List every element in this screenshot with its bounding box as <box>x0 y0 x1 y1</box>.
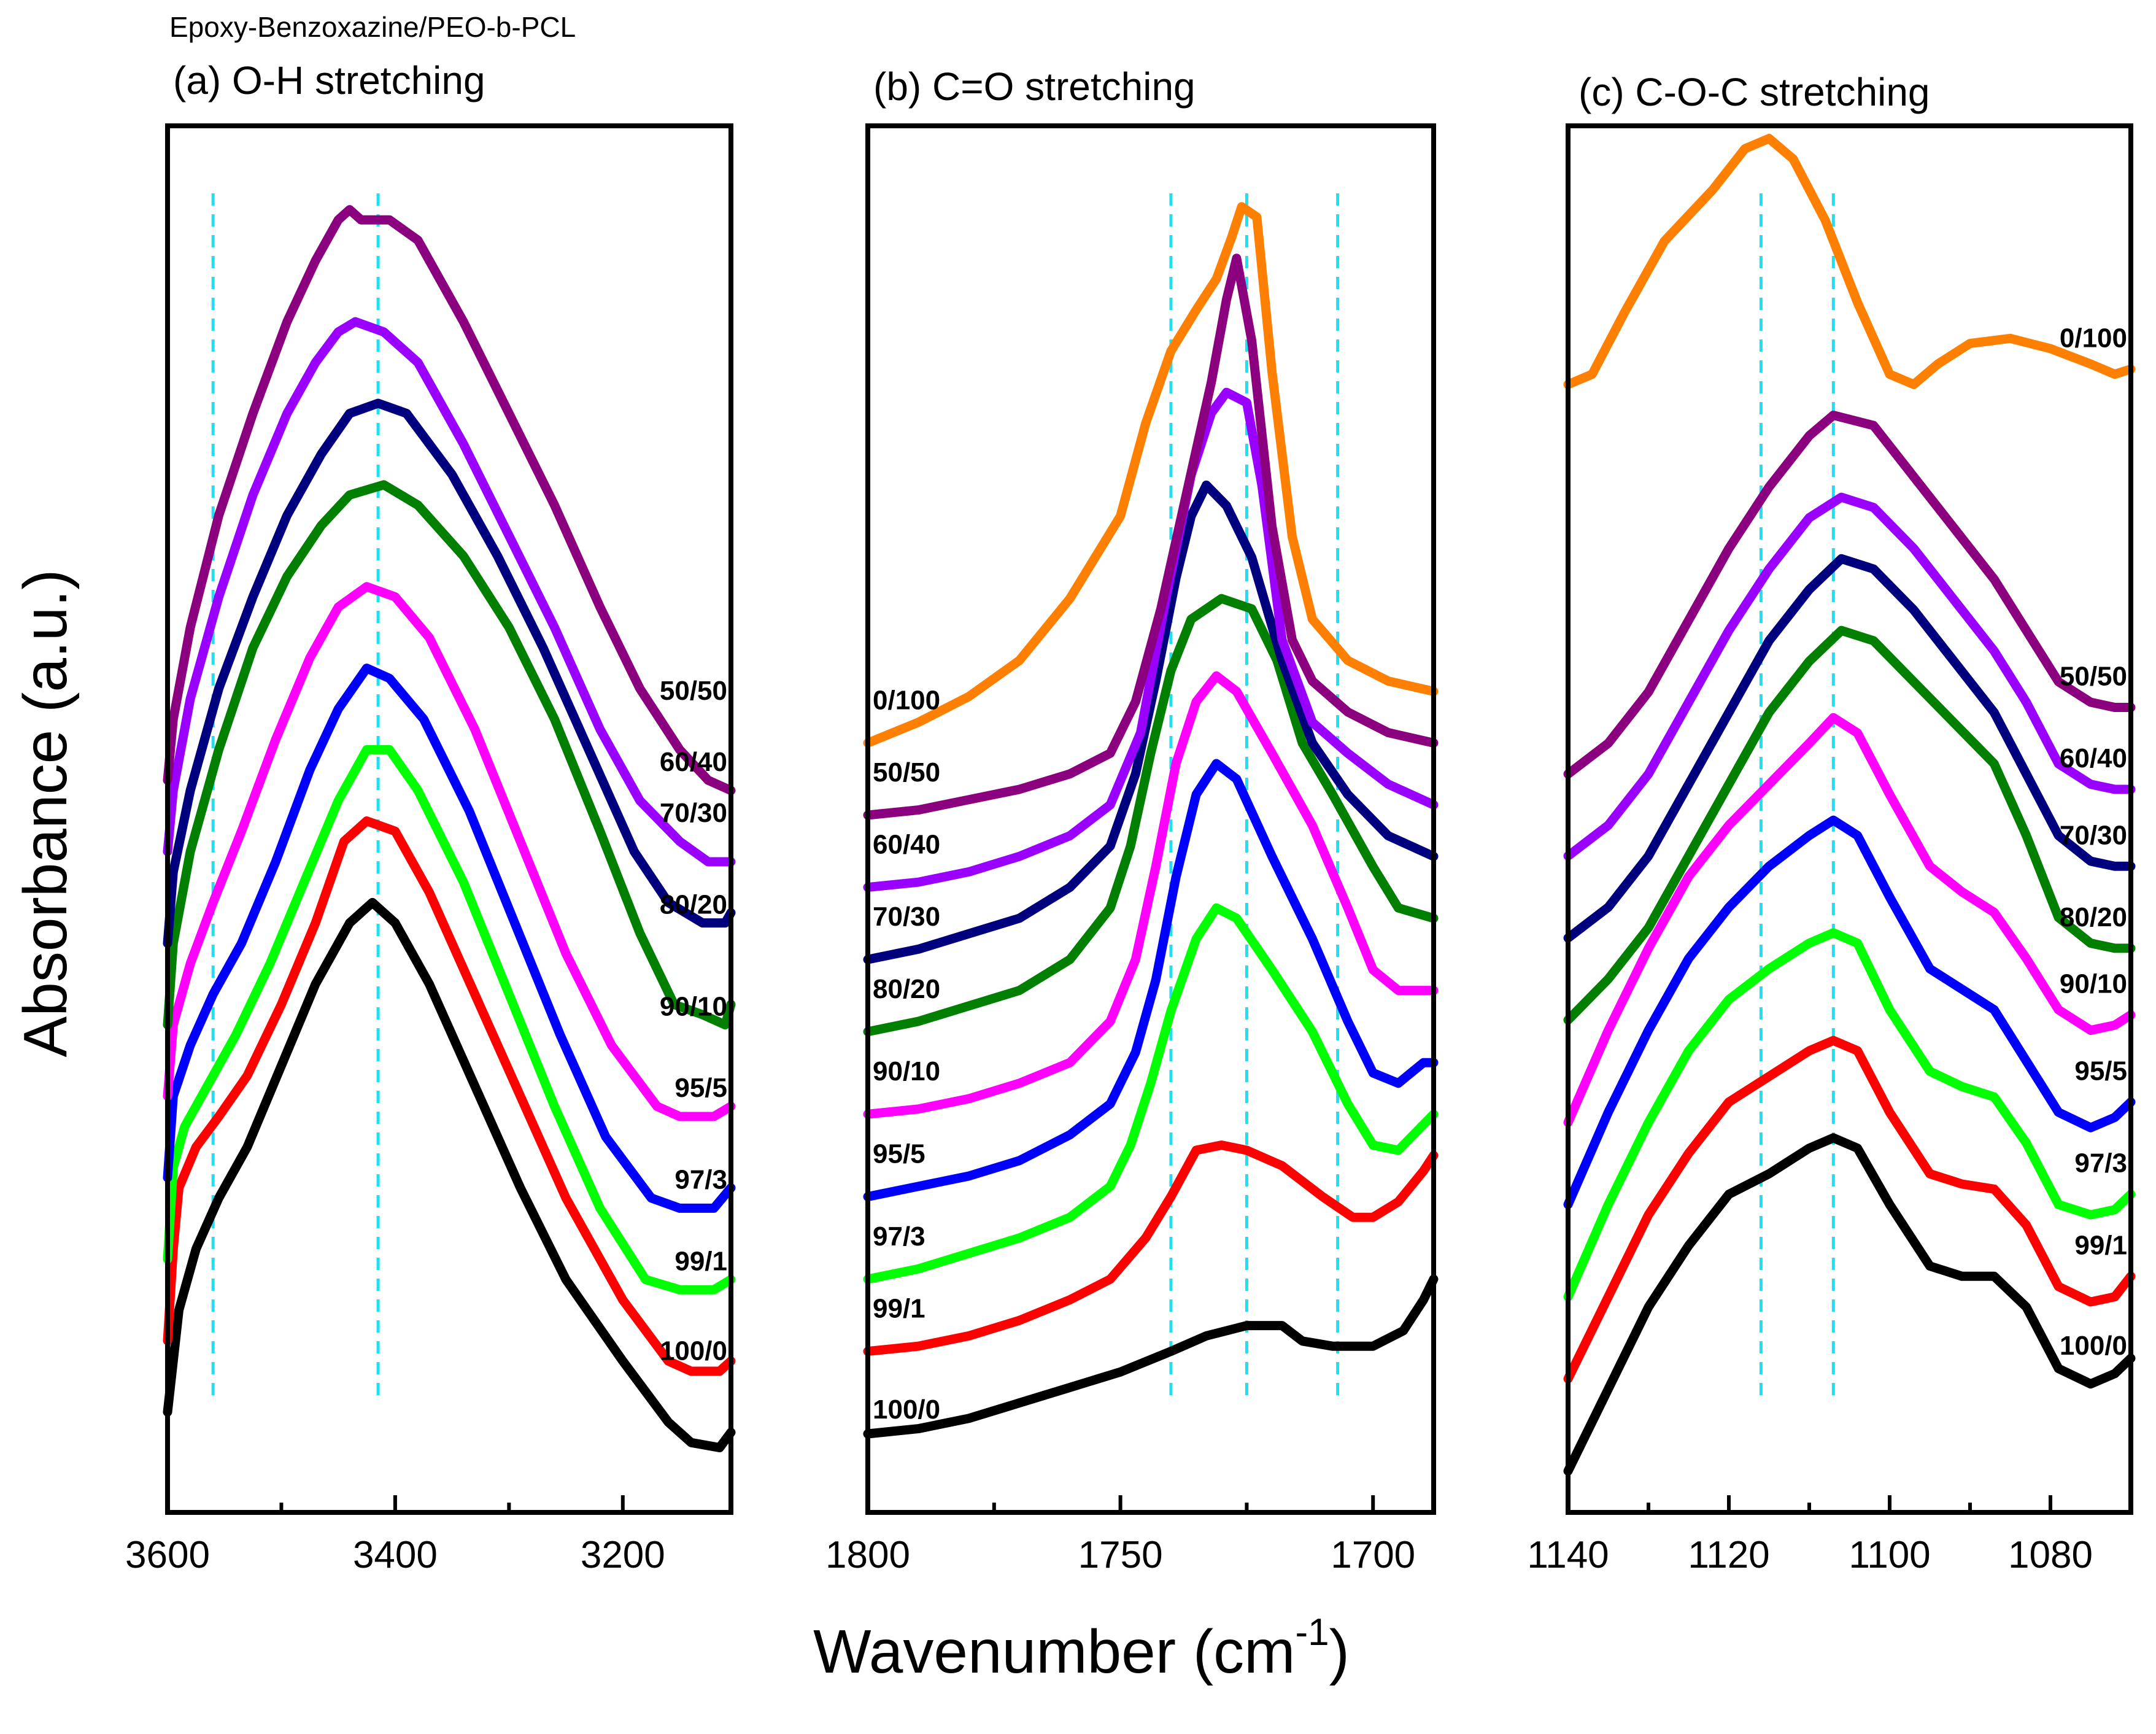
x-tick-label: 3200 <box>581 1534 665 1576</box>
series-line-80-20 <box>863 594 1439 1037</box>
series-line-90-10 <box>1563 713 2136 1128</box>
series-line-95-5 <box>163 664 736 1213</box>
series-label-100-0: 100/0 <box>660 1336 727 1366</box>
panel-c-frame <box>1566 123 2133 1515</box>
x-tick-label: 1140 <box>1527 1534 1609 1576</box>
panel-b-series-labels: 100/0 99/1 97/3 95/5 90/10 80/20 70/30 60/40 50/… <box>873 685 940 1425</box>
series-line-95-5 <box>863 759 1439 1202</box>
series-label-60-40: 60/40 <box>2060 743 2127 773</box>
panel-a: (a) O-H stretching 100/0 99/1 97/3 95/5 90/1… <box>125 58 736 1576</box>
series-label-99-1: 99/1 <box>2074 1230 2127 1260</box>
series-line-0-100 <box>863 202 1439 748</box>
series-line-99-1 <box>1563 1035 2136 1384</box>
series-line-0-100 <box>1563 134 2136 389</box>
x-axis-title-main: Wavenumber (cm <box>813 1617 1295 1686</box>
x-axis-title-superscript: -1 <box>1295 1611 1329 1654</box>
panel-c: (c) C-O-C stretching 100/0 99/1 97/3 95/5 90… <box>1527 70 2136 1576</box>
series-label-100-0: 100/0 <box>873 1395 940 1425</box>
series-line-80-20 <box>163 480 736 1030</box>
x-axis-title: Wavenumber (cm-1) <box>813 1611 1350 1686</box>
series-label-80-20: 80/20 <box>873 974 940 1004</box>
series-label-90-10: 90/10 <box>873 1056 940 1086</box>
series-label-70-30: 70/30 <box>873 902 940 932</box>
series-label-99-1: 99/1 <box>674 1246 727 1276</box>
series-line-50-50 <box>163 205 736 795</box>
series-line-100-0 <box>1563 1133 2136 1476</box>
x-tick-label: 1800 <box>825 1534 910 1576</box>
series-line-99-1 <box>863 1140 1439 1357</box>
series-label-80-20: 80/20 <box>660 889 727 919</box>
series-label-60-40: 60/40 <box>873 830 940 860</box>
panel-a-series-labels: 100/0 99/1 97/3 95/5 90/10 80/20 70/30 60/40 50/… <box>660 676 727 1366</box>
panel-c-curves <box>1563 134 2136 1476</box>
x-axis-title-close: ) <box>1329 1617 1350 1686</box>
series-line-97-3 <box>163 745 736 1295</box>
panel-a-ticks: 3600 3400 3200 <box>125 1495 665 1576</box>
series-label-97-3: 97/3 <box>674 1165 727 1195</box>
series-label-95-5: 95/5 <box>2074 1056 2127 1086</box>
series-line-70-30 <box>163 398 736 948</box>
series-label-100-0: 100/0 <box>2060 1331 2127 1361</box>
panel-a-frame <box>165 123 733 1515</box>
series-line-70-30 <box>1563 554 2136 943</box>
panel-b-title: (b) C=O stretching <box>873 64 1196 109</box>
series-label-50-50: 50/50 <box>2060 662 2127 692</box>
series-line-99-1 <box>163 816 736 1376</box>
series-line-100-0 <box>863 1274 1439 1439</box>
figure-title: Epoxy-Benzoxazine/PEO-b-PCL <box>169 11 576 43</box>
series-label-70-30: 70/30 <box>2060 820 2127 850</box>
series-label-80-20: 80/20 <box>2060 902 2127 932</box>
x-tick-label: 3400 <box>353 1534 438 1576</box>
series-label-90-10: 90/10 <box>2060 969 2127 999</box>
series-line-70-30 <box>863 480 1439 964</box>
series-line-97-3 <box>1563 928 2136 1302</box>
y-axis-title: Absorbance (a.u.) <box>11 570 80 1058</box>
panel-b-frame <box>865 123 1436 1515</box>
series-line-60-40 <box>1563 492 2136 861</box>
series-label-70-30: 70/30 <box>660 798 727 828</box>
series-label-90-10: 90/10 <box>660 991 727 1021</box>
panel-c-ticks: 1140 1120 1100 1080 <box>1527 1495 2133 1576</box>
series-line-60-40 <box>163 317 736 867</box>
series-label-0-100: 0/100 <box>2060 323 2127 353</box>
panel-a-title: (a) O-H stretching <box>173 58 485 103</box>
panel-c-series-labels: 100/0 99/1 97/3 95/5 90/10 80/20 70/30 60/40 50/… <box>2060 323 2127 1360</box>
series-label-0-100: 0/100 <box>873 685 940 715</box>
series-label-50-50: 50/50 <box>873 757 940 788</box>
x-tick-label: 1750 <box>1078 1534 1163 1576</box>
x-tick-label: 1700 <box>1331 1534 1415 1576</box>
panel-b-curves <box>863 202 1439 1439</box>
series-line-50-50 <box>863 254 1439 820</box>
x-tick-label: 3600 <box>125 1534 210 1576</box>
series-line-97-3 <box>863 903 1439 1284</box>
series-line-95-5 <box>1563 815 2136 1209</box>
series-label-97-3: 97/3 <box>2074 1148 2127 1179</box>
panel-b: (b) C=O stretching 100/0 99/1 97/3 95/5 90/1… <box>825 64 1439 1576</box>
panel-a-curves <box>163 205 736 1452</box>
series-line-80-20 <box>1563 625 2136 1025</box>
series-label-99-1: 99/1 <box>873 1294 925 1324</box>
series-label-97-3: 97/3 <box>873 1221 925 1252</box>
panel-c-guides <box>1759 193 1835 1402</box>
x-tick-label: 1100 <box>1849 1534 1930 1576</box>
x-tick-label: 1080 <box>2008 1534 2093 1576</box>
series-label-60-40: 60/40 <box>660 747 727 777</box>
series-label-95-5: 95/5 <box>873 1139 925 1169</box>
x-tick-label: 1120 <box>1688 1534 1769 1576</box>
series-line-100-0 <box>163 897 736 1452</box>
series-line-90-10 <box>863 671 1439 1119</box>
series-line-90-10 <box>163 582 736 1121</box>
series-label-50-50: 50/50 <box>660 676 727 706</box>
series-label-95-5: 95/5 <box>674 1073 727 1103</box>
series-line-50-50 <box>1563 411 2136 779</box>
panel-b-ticks: 1800 1750 1700 <box>825 1495 1415 1576</box>
panel-c-title: (c) C-O-C stretching <box>1578 70 1930 114</box>
